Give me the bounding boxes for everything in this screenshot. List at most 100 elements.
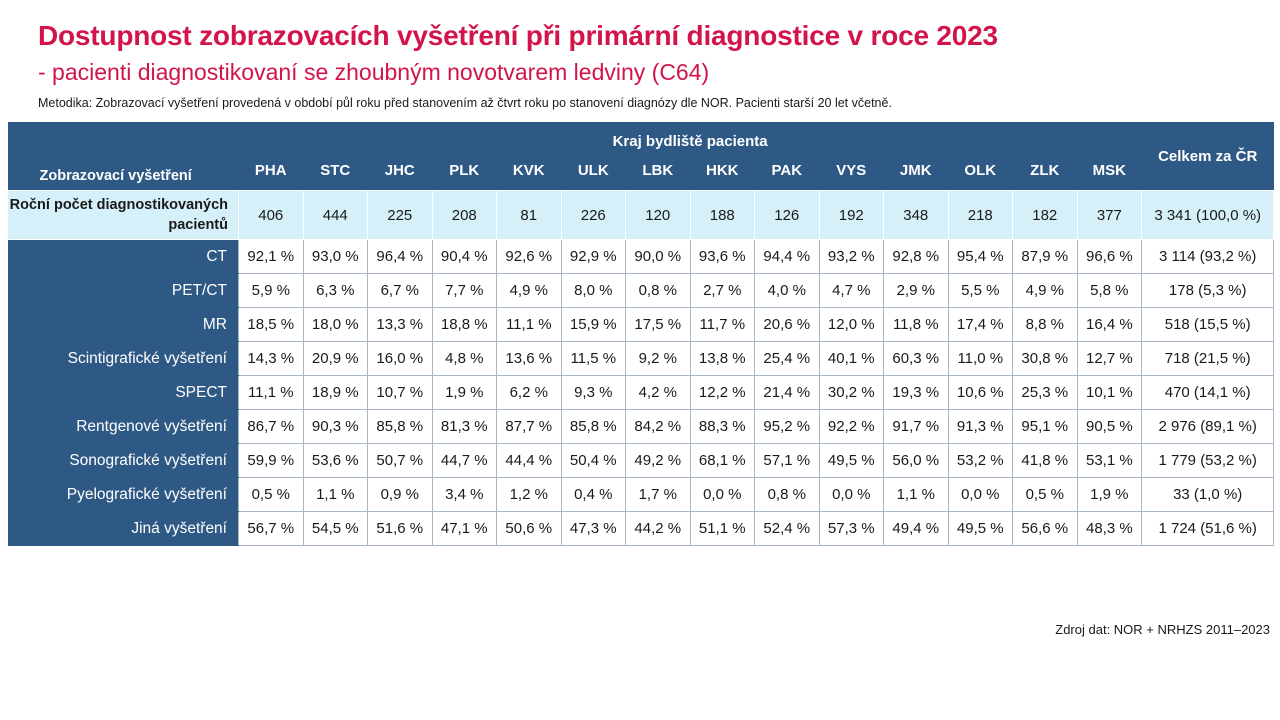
value-cell: 54,5 % — [302, 511, 368, 546]
count-cell: 126 — [754, 190, 820, 240]
header-region-ulk: ULK — [561, 160, 626, 191]
value-cell: 3,4 % — [431, 477, 497, 512]
row-label: Jiná vyšetření — [7, 511, 239, 546]
value-cell: 14,3 % — [238, 341, 304, 376]
value-cell: 52,4 % — [754, 511, 820, 546]
header-region-pak: PAK — [754, 160, 819, 191]
value-cell: 18,5 % — [238, 307, 304, 342]
header-region-plk: PLK — [432, 160, 497, 191]
count-cell: 192 — [818, 190, 884, 240]
value-cell: 86,7 % — [238, 409, 304, 444]
value-cell: 1,7 % — [625, 477, 691, 512]
value-cell: 47,3 % — [560, 511, 626, 546]
value-cell: 56,6 % — [1012, 511, 1078, 546]
value-cell: 12,0 % — [818, 307, 884, 342]
header-region-msk: MSK — [1077, 160, 1142, 191]
value-cell: 4,9 % — [496, 273, 562, 308]
value-cell: 93,6 % — [689, 239, 755, 274]
value-cell: 10,1 % — [1076, 375, 1143, 410]
total-cell: 1 779 (53,2 %) — [1141, 443, 1275, 478]
value-cell: 96,4 % — [367, 239, 433, 274]
value-cell: 92,1 % — [238, 239, 304, 274]
value-cell: 9,3 % — [560, 375, 626, 410]
value-cell: 84,2 % — [625, 409, 691, 444]
value-cell: 15,9 % — [560, 307, 626, 342]
value-cell: 51,6 % — [367, 511, 433, 546]
value-cell: 0,5 % — [238, 477, 304, 512]
value-cell: 47,1 % — [431, 511, 497, 546]
header-row-group: Zobrazovací vyšetření Kraj bydliště pacie… — [7, 122, 1274, 191]
value-cell: 56,0 % — [883, 443, 949, 478]
header-region-stc: STC — [303, 160, 368, 191]
value-cell: 50,7 % — [367, 443, 433, 478]
value-cell: 53,2 % — [947, 443, 1013, 478]
value-cell: 85,8 % — [560, 409, 626, 444]
count-cell: 218 — [947, 190, 1013, 240]
value-cell: 57,1 % — [754, 443, 820, 478]
value-cell: 11,5 % — [560, 341, 626, 376]
value-cell: 8,0 % — [560, 273, 626, 308]
value-cell: 2,7 % — [689, 273, 755, 308]
value-cell: 50,4 % — [560, 443, 626, 478]
value-cell: 44,4 % — [496, 443, 562, 478]
row-label: PET/CT — [7, 273, 239, 308]
header-region-kvk: KVK — [496, 160, 561, 191]
value-cell: 18,9 % — [302, 375, 368, 410]
value-cell: 0,8 % — [754, 477, 820, 512]
value-cell: 68,1 % — [689, 443, 755, 478]
value-cell: 9,2 % — [625, 341, 691, 376]
value-cell: 4,2 % — [625, 375, 691, 410]
value-cell: 92,6 % — [496, 239, 562, 274]
value-cell: 90,5 % — [1076, 409, 1143, 444]
value-cell: 95,2 % — [754, 409, 820, 444]
value-cell: 7,7 % — [431, 273, 497, 308]
total-cell: 718 (21,5 %) — [1141, 341, 1275, 376]
value-cell: 0,0 % — [947, 477, 1013, 512]
data-table: Zobrazovací vyšetření Kraj bydliště pacie… — [7, 122, 1275, 546]
header-region-pha: PHA — [238, 160, 303, 191]
value-cell: 49,5 % — [947, 511, 1013, 546]
count-cell: 377 — [1076, 190, 1143, 240]
value-cell: 0,0 % — [689, 477, 755, 512]
row-label: Pyelografické vyšetření — [7, 477, 239, 512]
row-label: Sonografické vyšetření — [7, 443, 239, 478]
count-cell: 406 — [238, 190, 304, 240]
count-cell: 120 — [625, 190, 691, 240]
value-cell: 87,7 % — [496, 409, 562, 444]
value-cell: 18,8 % — [431, 307, 497, 342]
value-cell: 51,1 % — [689, 511, 755, 546]
header-region-zlk: ZLK — [1012, 160, 1077, 191]
value-cell: 91,3 % — [947, 409, 1013, 444]
count-cell: 348 — [883, 190, 949, 240]
value-cell: 1,1 % — [883, 477, 949, 512]
value-cell: 13,3 % — [367, 307, 433, 342]
value-cell: 1,2 % — [496, 477, 562, 512]
value-cell: 25,4 % — [754, 341, 820, 376]
header-region-jmk: JMK — [883, 160, 948, 191]
value-cell: 11,0 % — [947, 341, 1013, 376]
total-cell: 178 (5,3 %) — [1141, 273, 1275, 308]
value-cell: 30,8 % — [1012, 341, 1078, 376]
count-cell: 208 — [431, 190, 497, 240]
value-cell: 2,9 % — [883, 273, 949, 308]
value-cell: 95,1 % — [1012, 409, 1078, 444]
header-region-jhc: JHC — [367, 160, 432, 191]
value-cell: 85,8 % — [367, 409, 433, 444]
value-cell: 0,9 % — [367, 477, 433, 512]
value-cell: 11,1 % — [238, 375, 304, 410]
value-cell: 4,8 % — [431, 341, 497, 376]
data-source: Zdroj dat: NOR + NRHZS 2011–2023 — [1055, 622, 1270, 637]
value-cell: 95,4 % — [947, 239, 1013, 274]
value-cell: 4,9 % — [1012, 273, 1078, 308]
table-row: Scintigrafické vyšetření 14,3 % 20,9 % 16,0… — [7, 341, 1275, 376]
value-cell: 16,4 % — [1076, 307, 1143, 342]
value-cell: 20,9 % — [302, 341, 368, 376]
row-label: Roční počet diagnostikovaných pacientů — [7, 190, 239, 240]
row-label: CT — [7, 239, 239, 274]
value-cell: 13,8 % — [689, 341, 755, 376]
table-row: SPECT 11,1 % 18,9 % 10,7 % 1,9 % 6,2 % 9,3 % 4,… — [7, 375, 1275, 410]
value-cell: 93,2 % — [818, 239, 884, 274]
total-cell: 1 724 (51,6 %) — [1141, 511, 1275, 546]
count-cell: 188 — [689, 190, 755, 240]
total-cell: 518 (15,5 %) — [1141, 307, 1275, 342]
